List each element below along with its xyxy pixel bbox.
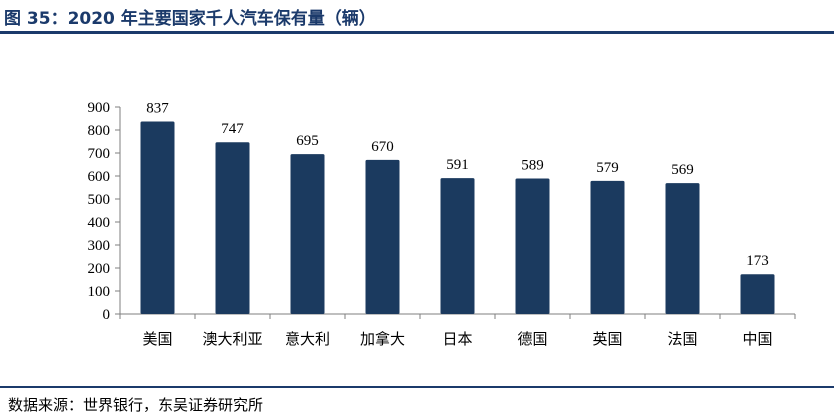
- bar: [665, 183, 700, 314]
- figure-title: 图 35：2020 年主要国家千人汽车保有量（辆）: [4, 9, 376, 29]
- x-category-label: 加拿大: [360, 330, 405, 348]
- x-category-label: 美国: [142, 330, 172, 348]
- bar-value-label: 695: [296, 133, 319, 149]
- bar-value-label: 591: [446, 157, 469, 173]
- bar-value-label: 747: [221, 121, 244, 137]
- bar: [290, 154, 325, 314]
- bar: [365, 159, 400, 314]
- bar-value-label: 670: [371, 139, 394, 155]
- x-category-label: 澳大利亚: [202, 330, 262, 348]
- y-tick-label: 900: [88, 100, 111, 116]
- y-tick-label: 0: [103, 307, 111, 323]
- bar: [140, 121, 175, 315]
- y-tick-label: 300: [88, 238, 111, 254]
- source-note: 数据来源：世界银行，东吴证券研究所: [8, 396, 264, 414]
- bar: [740, 274, 775, 314]
- bar: [215, 142, 250, 314]
- x-category-label: 日本: [442, 330, 472, 348]
- bar: [590, 180, 625, 314]
- x-category-label: 中国: [742, 330, 772, 348]
- top-rule: [0, 31, 834, 34]
- bar-value-label: 589: [521, 158, 544, 174]
- x-category-label: 法国: [667, 330, 697, 348]
- bar-value-label: 579: [596, 160, 619, 176]
- y-tick-label: 400: [88, 215, 111, 231]
- bar-value-label: 837: [146, 100, 169, 116]
- chart-bars: [140, 121, 775, 315]
- x-category-label: 意大利: [285, 330, 330, 348]
- y-tick-label: 200: [88, 261, 111, 277]
- y-tick-label: 700: [88, 146, 111, 162]
- y-tick-label: 100: [88, 284, 111, 300]
- bar: [515, 178, 550, 314]
- bar-value-label: 173: [746, 253, 769, 269]
- y-tick-label: 600: [88, 169, 111, 185]
- x-category-label: 德国: [517, 330, 547, 348]
- bottom-rule: [0, 386, 834, 388]
- x-category-label: 英国: [592, 330, 622, 348]
- chart-labels: 837 美国 747 澳大利亚 695 意大利 670 加拿大 591 日本 589 德国 579 英国 5…: [142, 100, 772, 348]
- y-tick-label: 800: [88, 123, 111, 139]
- bar-value-label: 569: [671, 162, 694, 178]
- bar: [440, 178, 475, 314]
- y-tick-label: 500: [88, 192, 111, 208]
